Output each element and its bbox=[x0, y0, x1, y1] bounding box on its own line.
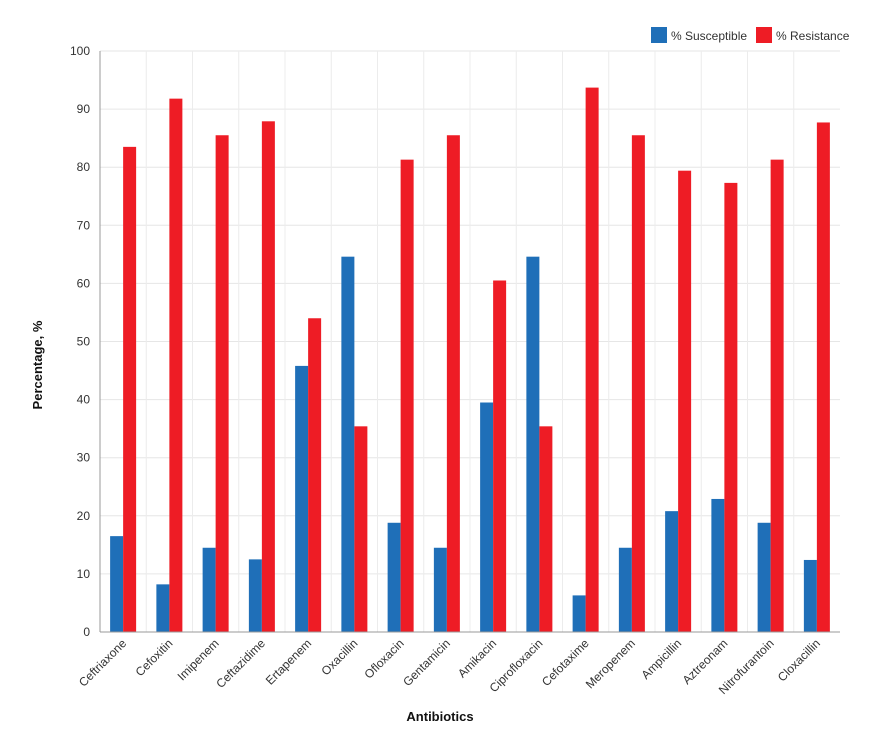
y-tick-label: 50 bbox=[77, 335, 91, 349]
bar-resistance bbox=[493, 280, 507, 632]
bar-susceptible bbox=[526, 256, 540, 632]
y-tick-labels: 0 10 20 30 40 50 60 70 80 90 100 bbox=[70, 44, 90, 639]
x-tick-label: Gentamicin bbox=[400, 636, 453, 689]
bar-resistance bbox=[261, 121, 275, 633]
x-tick-label: Ceftazidime bbox=[213, 636, 268, 691]
bar-susceptible bbox=[711, 498, 725, 632]
bar-susceptible bbox=[341, 256, 355, 632]
bar-susceptible bbox=[803, 559, 817, 632]
bar-resistance bbox=[123, 146, 137, 633]
y-tick-label: 20 bbox=[77, 509, 91, 523]
bar-susceptible bbox=[433, 547, 447, 632]
y-tick-label: 10 bbox=[77, 567, 91, 581]
bar-resistance bbox=[354, 426, 368, 632]
x-axis-title: Antibiotics bbox=[406, 709, 473, 724]
bar-resistance bbox=[770, 159, 784, 632]
bar-resistance bbox=[539, 426, 553, 632]
bar-susceptible bbox=[572, 595, 586, 632]
x-tick-label: Meropenem bbox=[583, 636, 638, 691]
bar-susceptible bbox=[757, 522, 771, 632]
y-tick-label: 70 bbox=[77, 218, 91, 232]
bar-susceptible bbox=[156, 584, 170, 632]
bar-resistance bbox=[678, 170, 692, 632]
y-tick-label: 0 bbox=[83, 625, 90, 639]
bar-resistance bbox=[308, 318, 322, 632]
x-tick-label: Oxacillin bbox=[319, 636, 361, 678]
bar-resistance bbox=[816, 122, 830, 632]
legend: % Susceptible % Resistance bbox=[651, 27, 850, 43]
y-tick-label: 30 bbox=[77, 451, 91, 465]
bar-susceptible bbox=[387, 522, 401, 632]
bar-susceptible bbox=[248, 559, 262, 632]
legend-label-susceptible: % Susceptible bbox=[671, 29, 747, 43]
x-tick-label: Ampicillin bbox=[639, 636, 685, 682]
axes bbox=[99, 51, 840, 633]
x-tick-label: Cloxacillin bbox=[775, 636, 823, 684]
legend-swatch-resistance bbox=[756, 27, 772, 43]
bar-susceptible bbox=[618, 547, 632, 632]
y-tick-label: 80 bbox=[77, 160, 91, 174]
x-tick-labels: Ceftriaxone Cefoxitin ImipenemCeftazidimeE… bbox=[76, 636, 823, 697]
bar-susceptible bbox=[295, 365, 309, 632]
bar-susceptible bbox=[665, 511, 679, 632]
x-tick-label: Cefoxitin bbox=[133, 636, 176, 679]
legend-swatch-susceptible bbox=[651, 27, 667, 43]
bar-resistance bbox=[585, 87, 599, 632]
bar-resistance bbox=[724, 182, 738, 632]
bar-resistance bbox=[631, 135, 645, 632]
y-tick-label: 60 bbox=[77, 276, 91, 290]
y-tick-label: 100 bbox=[70, 44, 90, 58]
bars bbox=[110, 87, 830, 633]
bar-susceptible bbox=[202, 547, 216, 632]
y-tick-label: 90 bbox=[77, 102, 91, 116]
bar-resistance bbox=[169, 98, 183, 633]
bar-susceptible bbox=[110, 536, 124, 632]
x-tick-label: Ceftriaxone bbox=[76, 636, 130, 690]
legend-label-resistance: % Resistance bbox=[776, 29, 850, 43]
bar-susceptible bbox=[480, 402, 494, 632]
x-tick-label: Ofloxacin bbox=[361, 636, 406, 681]
y-axis-title: Percentage, % bbox=[30, 320, 45, 409]
bar-resistance bbox=[400, 159, 414, 632]
x-tick-label: Ertapenem bbox=[263, 636, 314, 687]
bar-resistance bbox=[215, 135, 229, 632]
y-tick-label: 40 bbox=[77, 393, 91, 407]
bar-resistance bbox=[446, 135, 460, 632]
x-tick-label: Amikacin bbox=[455, 636, 499, 680]
x-tick-label: Imipenem bbox=[175, 636, 222, 683]
